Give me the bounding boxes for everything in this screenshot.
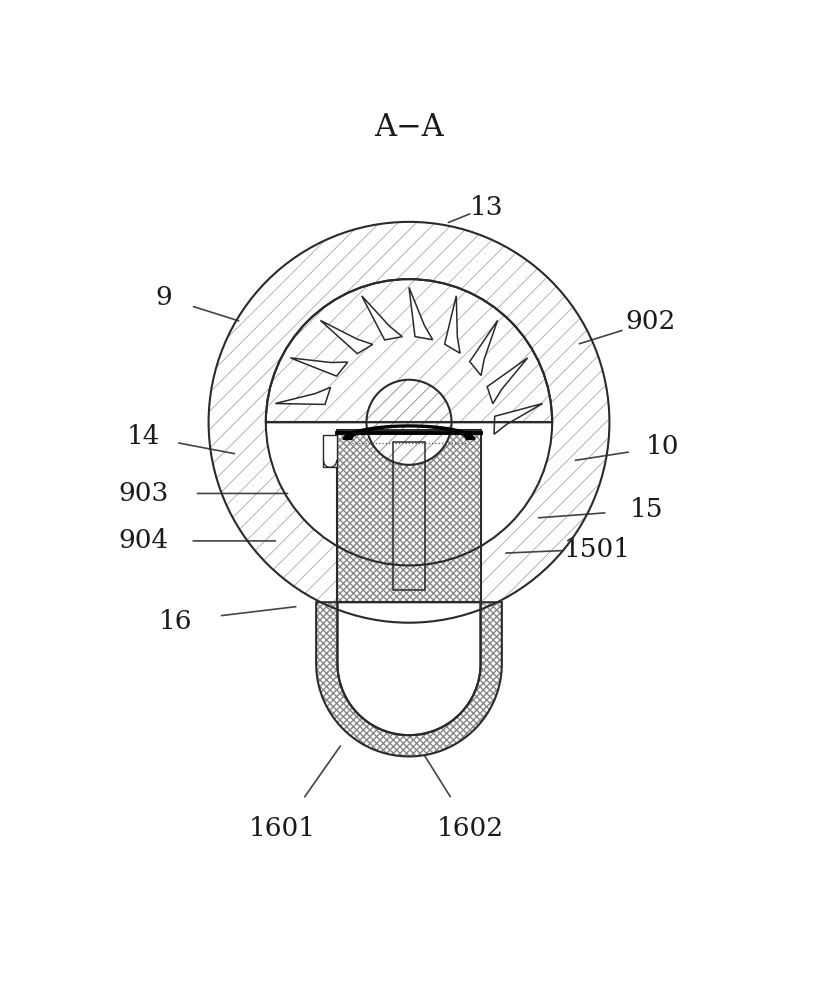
Wedge shape [266, 279, 552, 422]
Text: 9: 9 [155, 285, 172, 310]
Bar [337, 430, 480, 602]
Polygon shape [409, 287, 433, 340]
Bar [393, 442, 425, 590]
Polygon shape [362, 296, 402, 340]
Polygon shape [276, 387, 330, 404]
Text: 16: 16 [160, 609, 192, 634]
Bar [337, 430, 480, 602]
Text: 903: 903 [118, 481, 169, 506]
Text: 14: 14 [127, 424, 160, 449]
Bar [337, 430, 480, 602]
Text: 902: 902 [625, 309, 676, 334]
Bar [393, 442, 425, 590]
Polygon shape [445, 296, 460, 353]
Polygon shape [344, 425, 474, 439]
Polygon shape [290, 358, 348, 376]
Text: 1501: 1501 [564, 537, 631, 562]
Text: 1602: 1602 [437, 816, 504, 841]
Polygon shape [494, 404, 542, 434]
Circle shape [366, 380, 452, 465]
Text: 15: 15 [630, 497, 663, 522]
Polygon shape [470, 320, 497, 376]
Bar [322, 435, 337, 467]
Polygon shape [337, 602, 481, 735]
Polygon shape [316, 602, 501, 756]
Polygon shape [488, 358, 528, 404]
Polygon shape [321, 320, 373, 354]
Circle shape [209, 222, 609, 623]
Bar [393, 442, 425, 590]
Text: 1601: 1601 [249, 816, 316, 841]
Text: 904: 904 [118, 528, 169, 553]
Text: A−A: A−A [374, 112, 444, 143]
Text: 10: 10 [646, 434, 679, 459]
Text: 13: 13 [470, 195, 504, 220]
Circle shape [266, 279, 552, 565]
